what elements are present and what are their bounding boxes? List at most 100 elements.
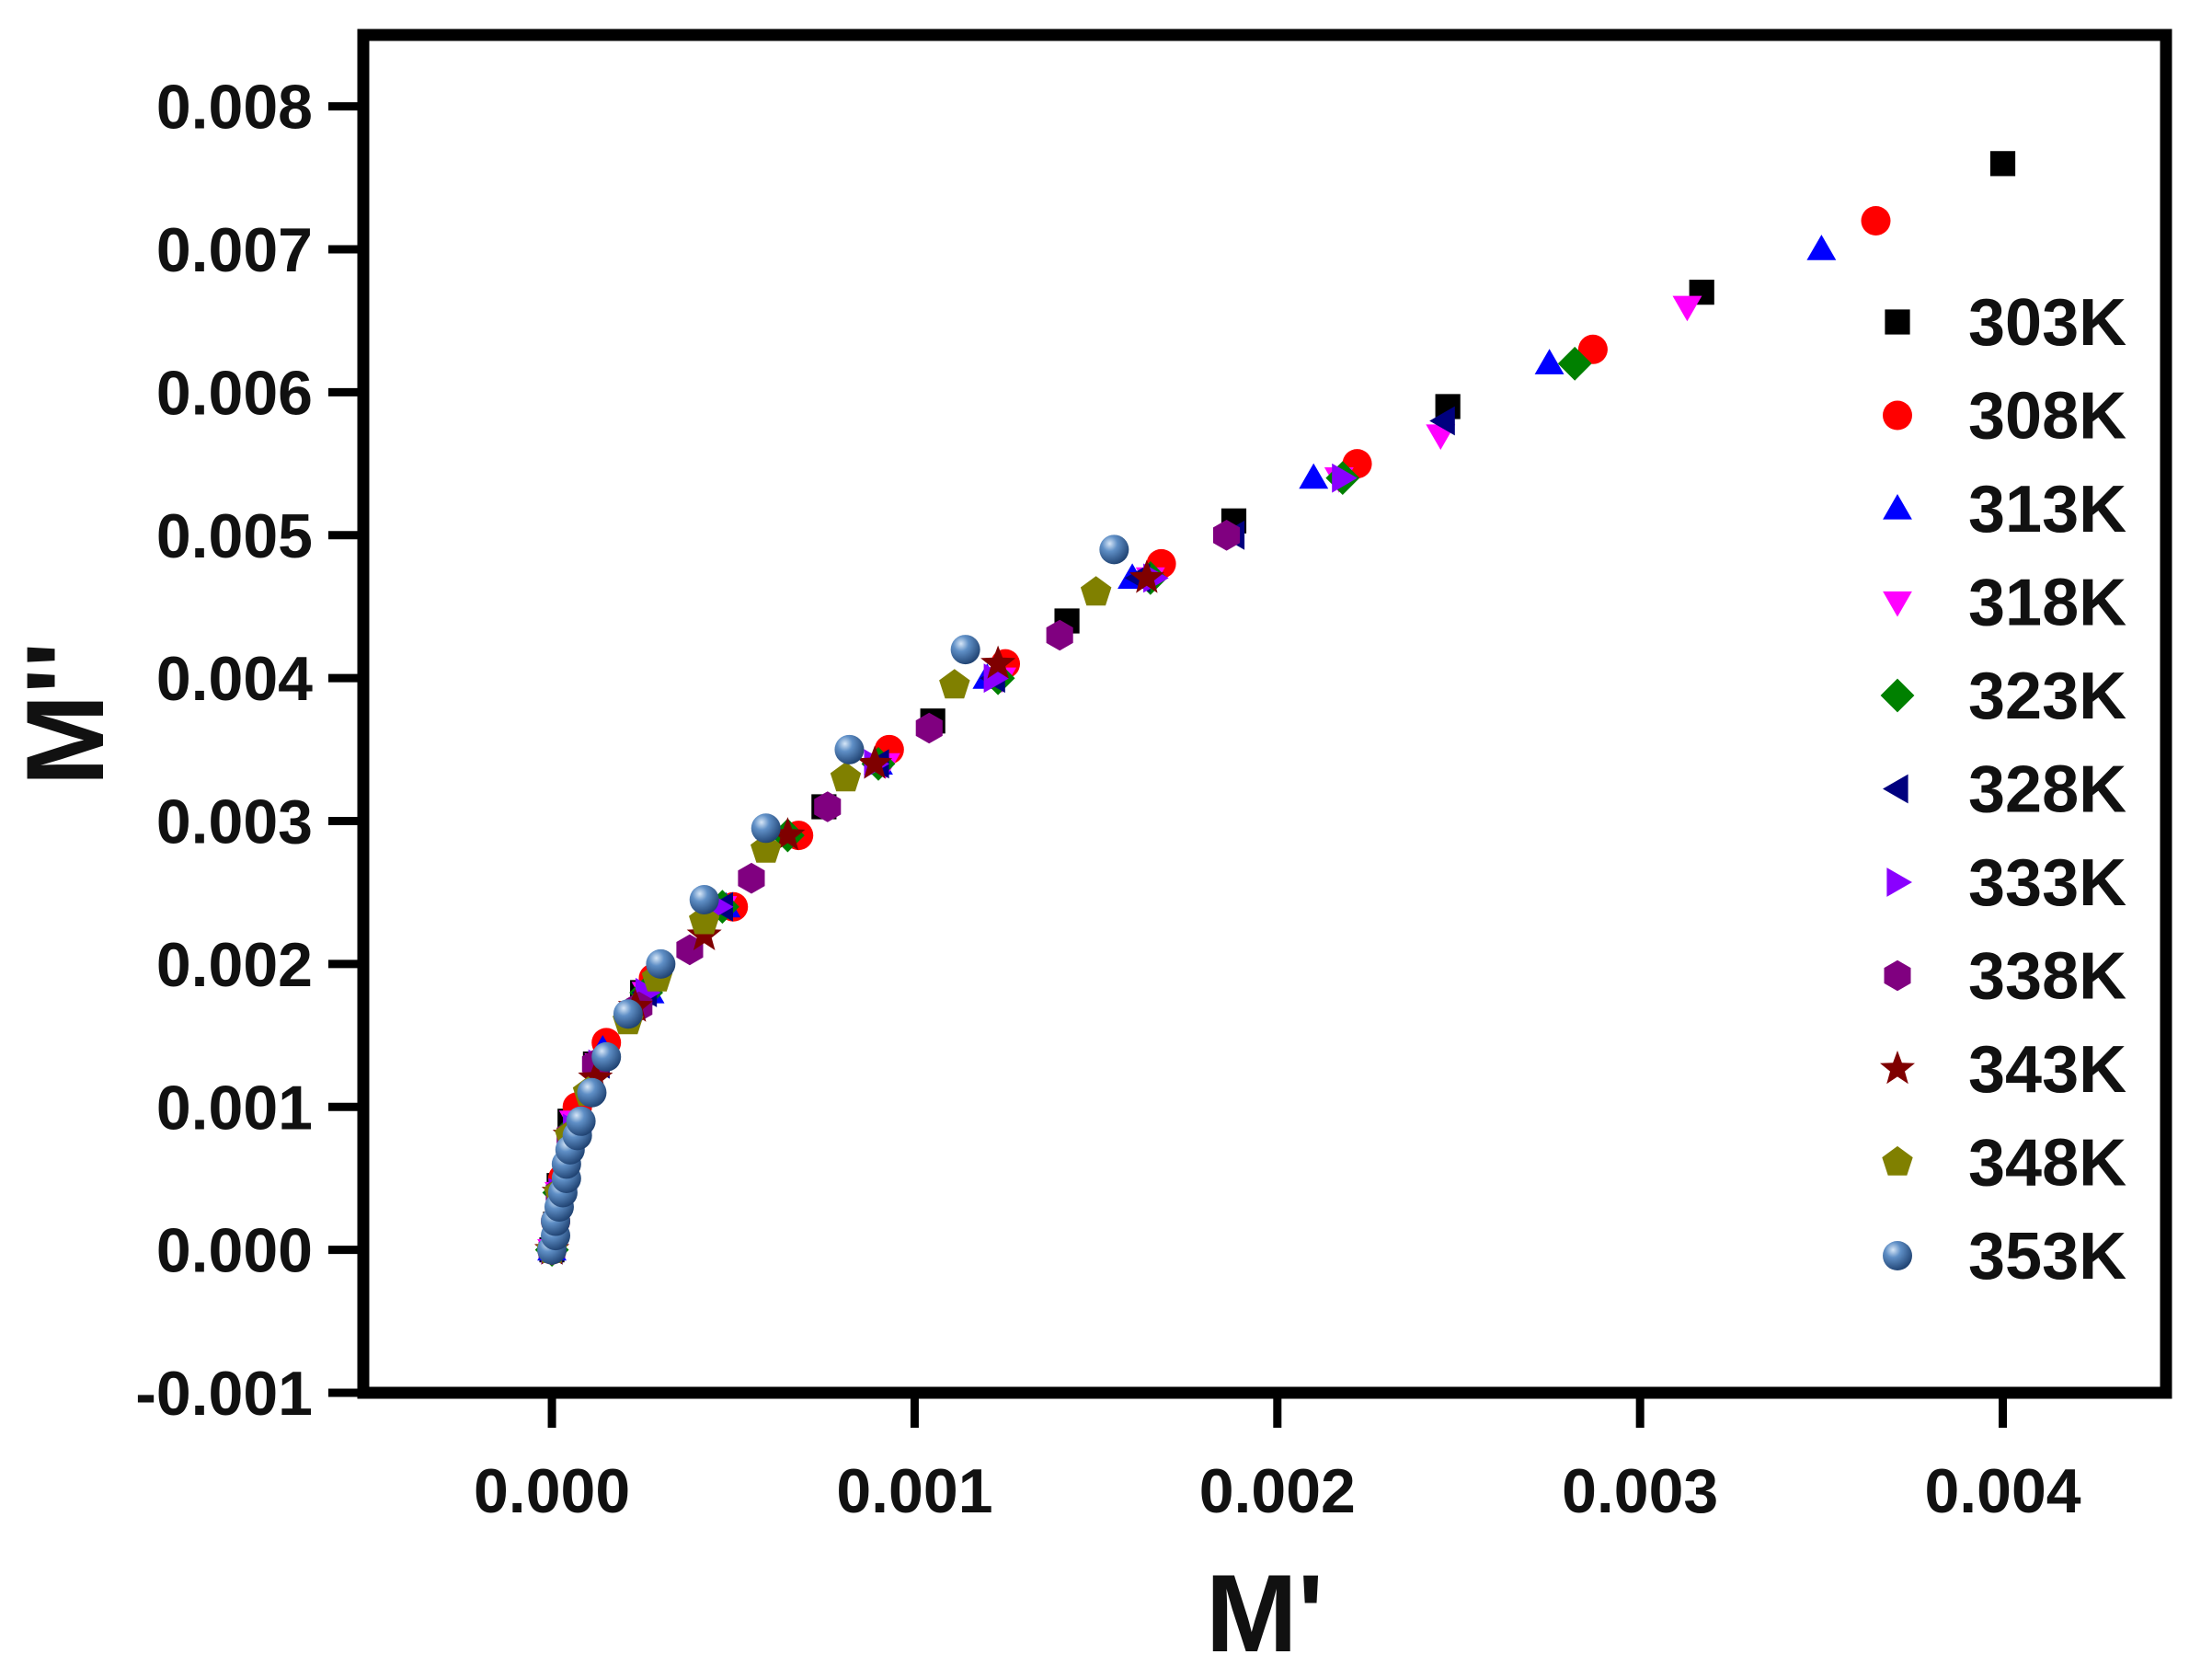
legend-marker — [1886, 867, 1912, 897]
data-point — [646, 948, 676, 979]
y-tick-label: 0.005 — [156, 501, 313, 571]
data-point — [830, 762, 862, 792]
data-point — [1099, 534, 1129, 565]
legend-label: 348K — [1968, 1127, 2126, 1201]
data-points — [534, 151, 2016, 1267]
legend-item: 353K — [1883, 1220, 2126, 1293]
legend-item: 308K — [1883, 380, 2126, 454]
data-point — [1129, 559, 1164, 593]
series-338K — [538, 520, 1241, 1266]
data-point — [1299, 463, 1329, 489]
legend-item: 323K — [1880, 660, 2126, 733]
y-tick-label: 0.003 — [156, 787, 313, 857]
series-328K — [537, 406, 1455, 1265]
data-point — [770, 817, 806, 851]
series-313K — [537, 235, 1837, 1261]
data-point — [834, 734, 865, 764]
legend-marker — [1883, 1241, 1912, 1270]
data-point — [1046, 619, 1073, 651]
data-point — [1989, 151, 2016, 177]
y-tick-label: -0.001 — [135, 1359, 313, 1429]
legend-marker — [1880, 1051, 1915, 1085]
data-point — [980, 645, 1016, 679]
data-point — [1861, 205, 1891, 236]
legend-marker — [1883, 400, 1912, 431]
data-point — [939, 669, 970, 699]
data-point — [1672, 295, 1702, 322]
legend-label: 343K — [1968, 1033, 2126, 1107]
legend-label: 353K — [1968, 1220, 2126, 1293]
data-point — [1577, 334, 1608, 364]
legend-item: 343K — [1880, 1033, 2126, 1107]
legend-marker — [1884, 959, 1911, 992]
data-point — [814, 791, 842, 822]
plot-frame — [357, 29, 2172, 1399]
legend-marker — [1883, 774, 1908, 804]
legend-label: 323K — [1968, 660, 2126, 733]
y-tick-label: 0.002 — [156, 930, 313, 1000]
legend-item: 333K — [1886, 846, 2126, 920]
x-tick-label: 0.002 — [1199, 1456, 1356, 1526]
legend-label: 333K — [1968, 846, 2126, 920]
legend-label: 308K — [1968, 380, 2126, 454]
data-point — [1557, 346, 1592, 381]
data-point — [578, 1060, 613, 1094]
series-348K — [536, 576, 1112, 1263]
legend-label: 328K — [1968, 753, 2126, 827]
series-333K — [541, 463, 1358, 1265]
data-point — [1806, 235, 1837, 260]
data-point — [591, 1041, 622, 1072]
legend-marker — [1885, 309, 1910, 335]
data-point — [751, 833, 782, 863]
y-tick-label: 0.001 — [156, 1073, 313, 1143]
legend-label: 303K — [1968, 286, 2126, 360]
series-308K — [537, 205, 1891, 1265]
legend-label: 338K — [1968, 940, 2126, 1014]
series-318K — [537, 295, 1702, 1265]
legend: 303K 308K 313K 318K 323K 328K 333K 338K 343K 348K… — [1880, 286, 2126, 1293]
data-point — [950, 635, 980, 665]
series-303K — [539, 151, 2016, 1263]
data-point — [1080, 576, 1112, 606]
x-axis-ticks: 0.000 0.001 0.002 0.003 0.004 — [474, 1393, 2081, 1526]
legend-item: 338K — [1884, 940, 2126, 1014]
data-point — [915, 712, 943, 744]
y-tick-label: 0.008 — [156, 73, 313, 143]
data-point — [751, 813, 781, 844]
legend-marker — [1883, 494, 1912, 520]
x-tick-label: 0.001 — [836, 1456, 992, 1526]
y-axis-ticks: -0.001 0.000 0.001 0.002 0.003 0.004 0.005 0.00… — [135, 73, 363, 1429]
x-axis-title: M' — [1206, 1552, 1324, 1666]
y-tick-label: 0.000 — [156, 1216, 313, 1286]
x-tick-label: 0.000 — [474, 1456, 630, 1526]
x-tick-label: 0.003 — [1562, 1456, 1718, 1526]
legend-item: 303K — [1885, 286, 2126, 360]
data-point — [566, 1106, 596, 1136]
series-343K — [534, 559, 1164, 1265]
data-point — [857, 745, 893, 779]
legend-item: 318K — [1883, 567, 2126, 640]
data-point — [1429, 406, 1455, 436]
legend-marker — [1882, 1145, 1913, 1176]
legend-item: 313K — [1883, 473, 2126, 546]
y-tick-label: 0.007 — [156, 215, 313, 285]
legend-item: 328K — [1883, 753, 2126, 827]
data-point — [1332, 463, 1358, 493]
legend-label: 318K — [1968, 567, 2126, 640]
data-point — [613, 999, 643, 1029]
legend-marker — [1883, 591, 1912, 617]
x-tick-label: 0.004 — [1924, 1456, 2080, 1526]
data-point — [738, 862, 765, 894]
y-tick-label: 0.004 — [156, 644, 313, 714]
legend-label: 313K — [1968, 473, 2126, 546]
series-353K — [537, 534, 1129, 1265]
y-tick-label: 0.006 — [156, 358, 313, 428]
data-point — [689, 904, 720, 935]
y-axis-title: M'' — [4, 641, 127, 786]
data-point — [689, 884, 719, 914]
data-point — [1213, 520, 1241, 551]
data-point — [577, 1077, 607, 1108]
series-323K — [534, 346, 1592, 1267]
legend-marker — [1880, 678, 1915, 713]
